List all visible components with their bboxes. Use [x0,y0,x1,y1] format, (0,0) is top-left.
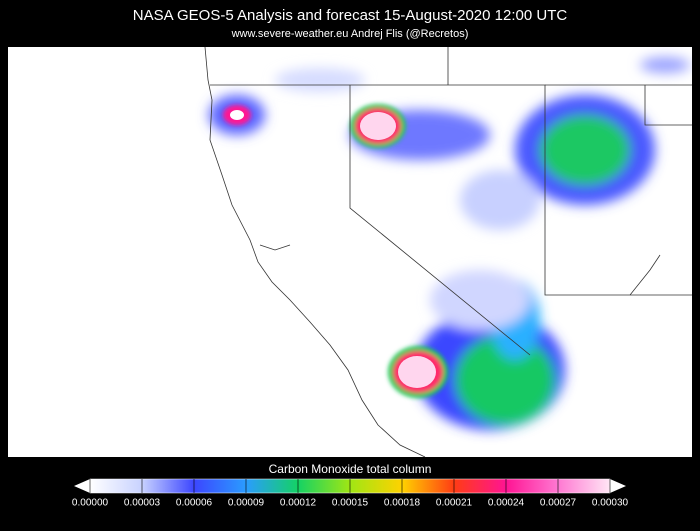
colorbar-ticks: 0.00000 0.00003 0.00006 0.00009 0.00012 0.000… [72,479,629,509]
colorbar-tick-label: 0.00012 [280,498,317,509]
colorbar-tick-label: 0.00009 [228,498,265,509]
colorbar-label: Carbon Monoxide total column [269,462,432,476]
colorbar-tick-label: 0.00015 [332,498,369,509]
colorbar-tick-label: 0.00003 [124,498,161,509]
hotspot-core [230,110,244,120]
title: NASA GEOS-5 Analysis and forecast 15-Aug… [133,7,568,24]
colorbar-arrow [74,479,90,493]
colorbar-arrow [610,479,626,493]
colorbar-tick-label: 0.00021 [436,498,473,509]
subtitle: www.severe-weather.eu Andrej Flis (@Recr… [231,28,469,40]
hotspot-core [360,112,396,140]
coastline [204,47,426,457]
hotspot-core [398,356,436,388]
colorbar-tick-label: 0.00024 [488,498,525,509]
colorbar-tick-label: 0.00027 [540,498,577,509]
colorbar-tick-label: 0.00030 [592,498,629,509]
plumes [209,57,690,430]
colorbar-tick-label: 0.00018 [384,498,421,509]
map [8,47,692,457]
borders [204,47,692,457]
colorbar-tick-label: 0.00000 [72,498,109,509]
colorbar-tick-label: 0.00006 [176,498,213,509]
